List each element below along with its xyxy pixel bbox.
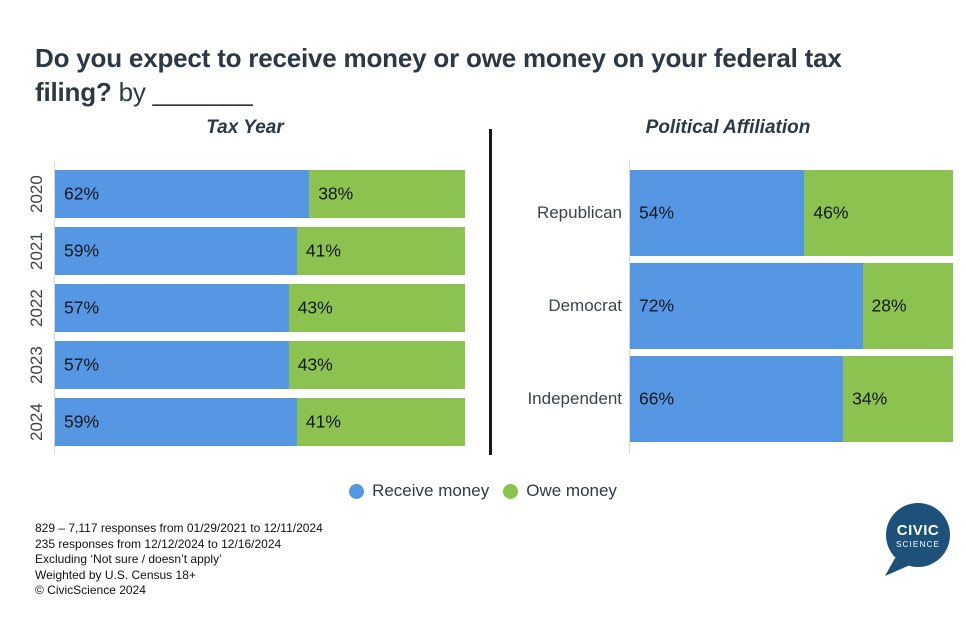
- bar-track: 59% 41%: [55, 398, 465, 446]
- bar-value-label: 57%: [64, 354, 100, 375]
- bar-value-label: 28%: [871, 295, 907, 316]
- logo-bubble-tail-icon: [885, 558, 910, 576]
- bar-segment-receive-money: 54%: [630, 170, 805, 256]
- bar-row: Independent 66% 34%: [527, 356, 953, 442]
- bar-segment-owe-money: 28%: [862, 263, 953, 349]
- category-label: 2020: [27, 175, 46, 213]
- bar-value-label: 59%: [64, 240, 100, 261]
- tax-year-axis-line: [54, 162, 55, 454]
- bar-value-label: 41%: [305, 240, 341, 261]
- bar-row: 2022 57% 43%: [27, 284, 465, 332]
- bar-row: 2021 59% 41%: [27, 227, 465, 275]
- logo-text-science: SCIENCE: [896, 540, 940, 549]
- bar-value-label: 72%: [639, 295, 675, 316]
- tax-year-panel-title: Tax Year: [206, 117, 284, 138]
- bar-track: 54% 46%: [630, 170, 953, 256]
- bar-track: 62% 38%: [55, 170, 465, 218]
- bar-value-label: 62%: [64, 183, 100, 204]
- footnote-recent-responses: 235 responses from 12/12/2024 to 12/16/2…: [35, 536, 282, 551]
- category-label: Democrat: [548, 296, 622, 315]
- footnotes: 829 – 7,117 responses from 01/29/2021 to…: [35, 521, 323, 599]
- bar-track: 72% 28%: [630, 263, 953, 349]
- bar-value-label: 59%: [64, 411, 100, 432]
- category-label: Republican: [536, 203, 622, 222]
- logo-text-civic: CIVIC: [897, 522, 940, 539]
- bar-track: 59% 41%: [55, 227, 465, 275]
- category-label: 2023: [27, 346, 46, 384]
- bar-segment-owe-money: 46%: [804, 170, 953, 256]
- bar-row: 2024 59% 41%: [27, 398, 465, 446]
- bar-segment-owe-money: 43%: [288, 284, 465, 332]
- political-affiliation-bars: Republican 54% 46% Democrat 72% 28% Independen…: [527, 170, 953, 449]
- tax-year-bars: 2020 62% 38% 2021 59% 41% 2022 57% 43% 2023 57% 43%…: [27, 170, 465, 455]
- legend: Receive money Owe money: [0, 481, 966, 501]
- category-label: 2022: [27, 289, 46, 327]
- owe-money-dot-icon: [503, 483, 519, 499]
- bar-segment-owe-money: 41%: [296, 398, 465, 446]
- bar-row: Democrat 72% 28%: [548, 263, 953, 349]
- bar-segment-receive-money: 62%: [55, 170, 310, 218]
- bar-segment-owe-money: 34%: [843, 356, 953, 442]
- bar-value-label: 38%: [318, 183, 354, 204]
- legend-item-receive-money: Receive money: [349, 481, 489, 501]
- bar-segment-receive-money: 57%: [55, 284, 289, 332]
- page-title: Do you expect to receive money or owe mo…: [35, 42, 885, 110]
- page-title-question: Do you expect to receive money or owe mo…: [35, 43, 842, 107]
- bar-row: 2020 62% 38%: [27, 170, 465, 218]
- political-affiliation-axis-line: [629, 160, 630, 454]
- panel-divider-line: [489, 129, 492, 455]
- footnote-exclusions: Excluding ‘Not sure / doesn’t apply’: [35, 552, 222, 566]
- footnote-responses-range: 829 – 7,117 responses from 01/29/2021 to…: [35, 521, 323, 535]
- bar-row: 2023 57% 43%: [27, 341, 465, 389]
- footnote-copyright: © CivicScience 2024: [35, 583, 146, 597]
- bar-segment-receive-money: 59%: [55, 227, 297, 275]
- page-title-suffix: by _______: [111, 76, 253, 107]
- bar-value-label: 57%: [64, 297, 100, 318]
- bar-value-label: 34%: [852, 388, 888, 409]
- bar-track: 66% 34%: [630, 356, 953, 442]
- bar-row: Republican 54% 46%: [537, 170, 953, 256]
- bar-value-label: 66%: [639, 388, 675, 409]
- category-label: 2021: [27, 232, 46, 270]
- bar-track: 57% 43%: [55, 341, 465, 389]
- bar-segment-receive-money: 59%: [55, 398, 297, 446]
- bar-value-label: 43%: [297, 354, 333, 375]
- political-affiliation-panel-title: Political Affiliation: [645, 117, 811, 138]
- bar-segment-owe-money: 38%: [309, 170, 465, 218]
- receive-money-dot-icon: [349, 483, 365, 499]
- bar-segment-receive-money: 57%: [55, 341, 289, 389]
- legend-label: Owe money: [526, 481, 617, 500]
- bar-segment-receive-money: 66%: [630, 356, 844, 442]
- bar-value-label: 41%: [305, 411, 341, 432]
- civicscience-logo: CIVIC SCIENCE: [885, 503, 950, 576]
- bar-track: 57% 43%: [55, 284, 465, 332]
- footnote-weighting: Weighted by U.S. Census 18+: [35, 567, 196, 582]
- bar-value-label: 43%: [297, 297, 333, 318]
- bar-segment-owe-money: 41%: [296, 227, 465, 275]
- legend-item-owe-money: Owe money: [503, 481, 617, 501]
- logo-bubble-icon: [886, 503, 950, 567]
- bar-segment-owe-money: 43%: [288, 341, 465, 389]
- category-label: Independent: [527, 389, 622, 408]
- category-label: 2024: [27, 403, 46, 441]
- bar-value-label: 46%: [813, 202, 849, 223]
- bar-value-label: 54%: [639, 202, 675, 223]
- bar-segment-receive-money: 72%: [630, 263, 863, 349]
- legend-label: Receive money: [372, 481, 490, 500]
